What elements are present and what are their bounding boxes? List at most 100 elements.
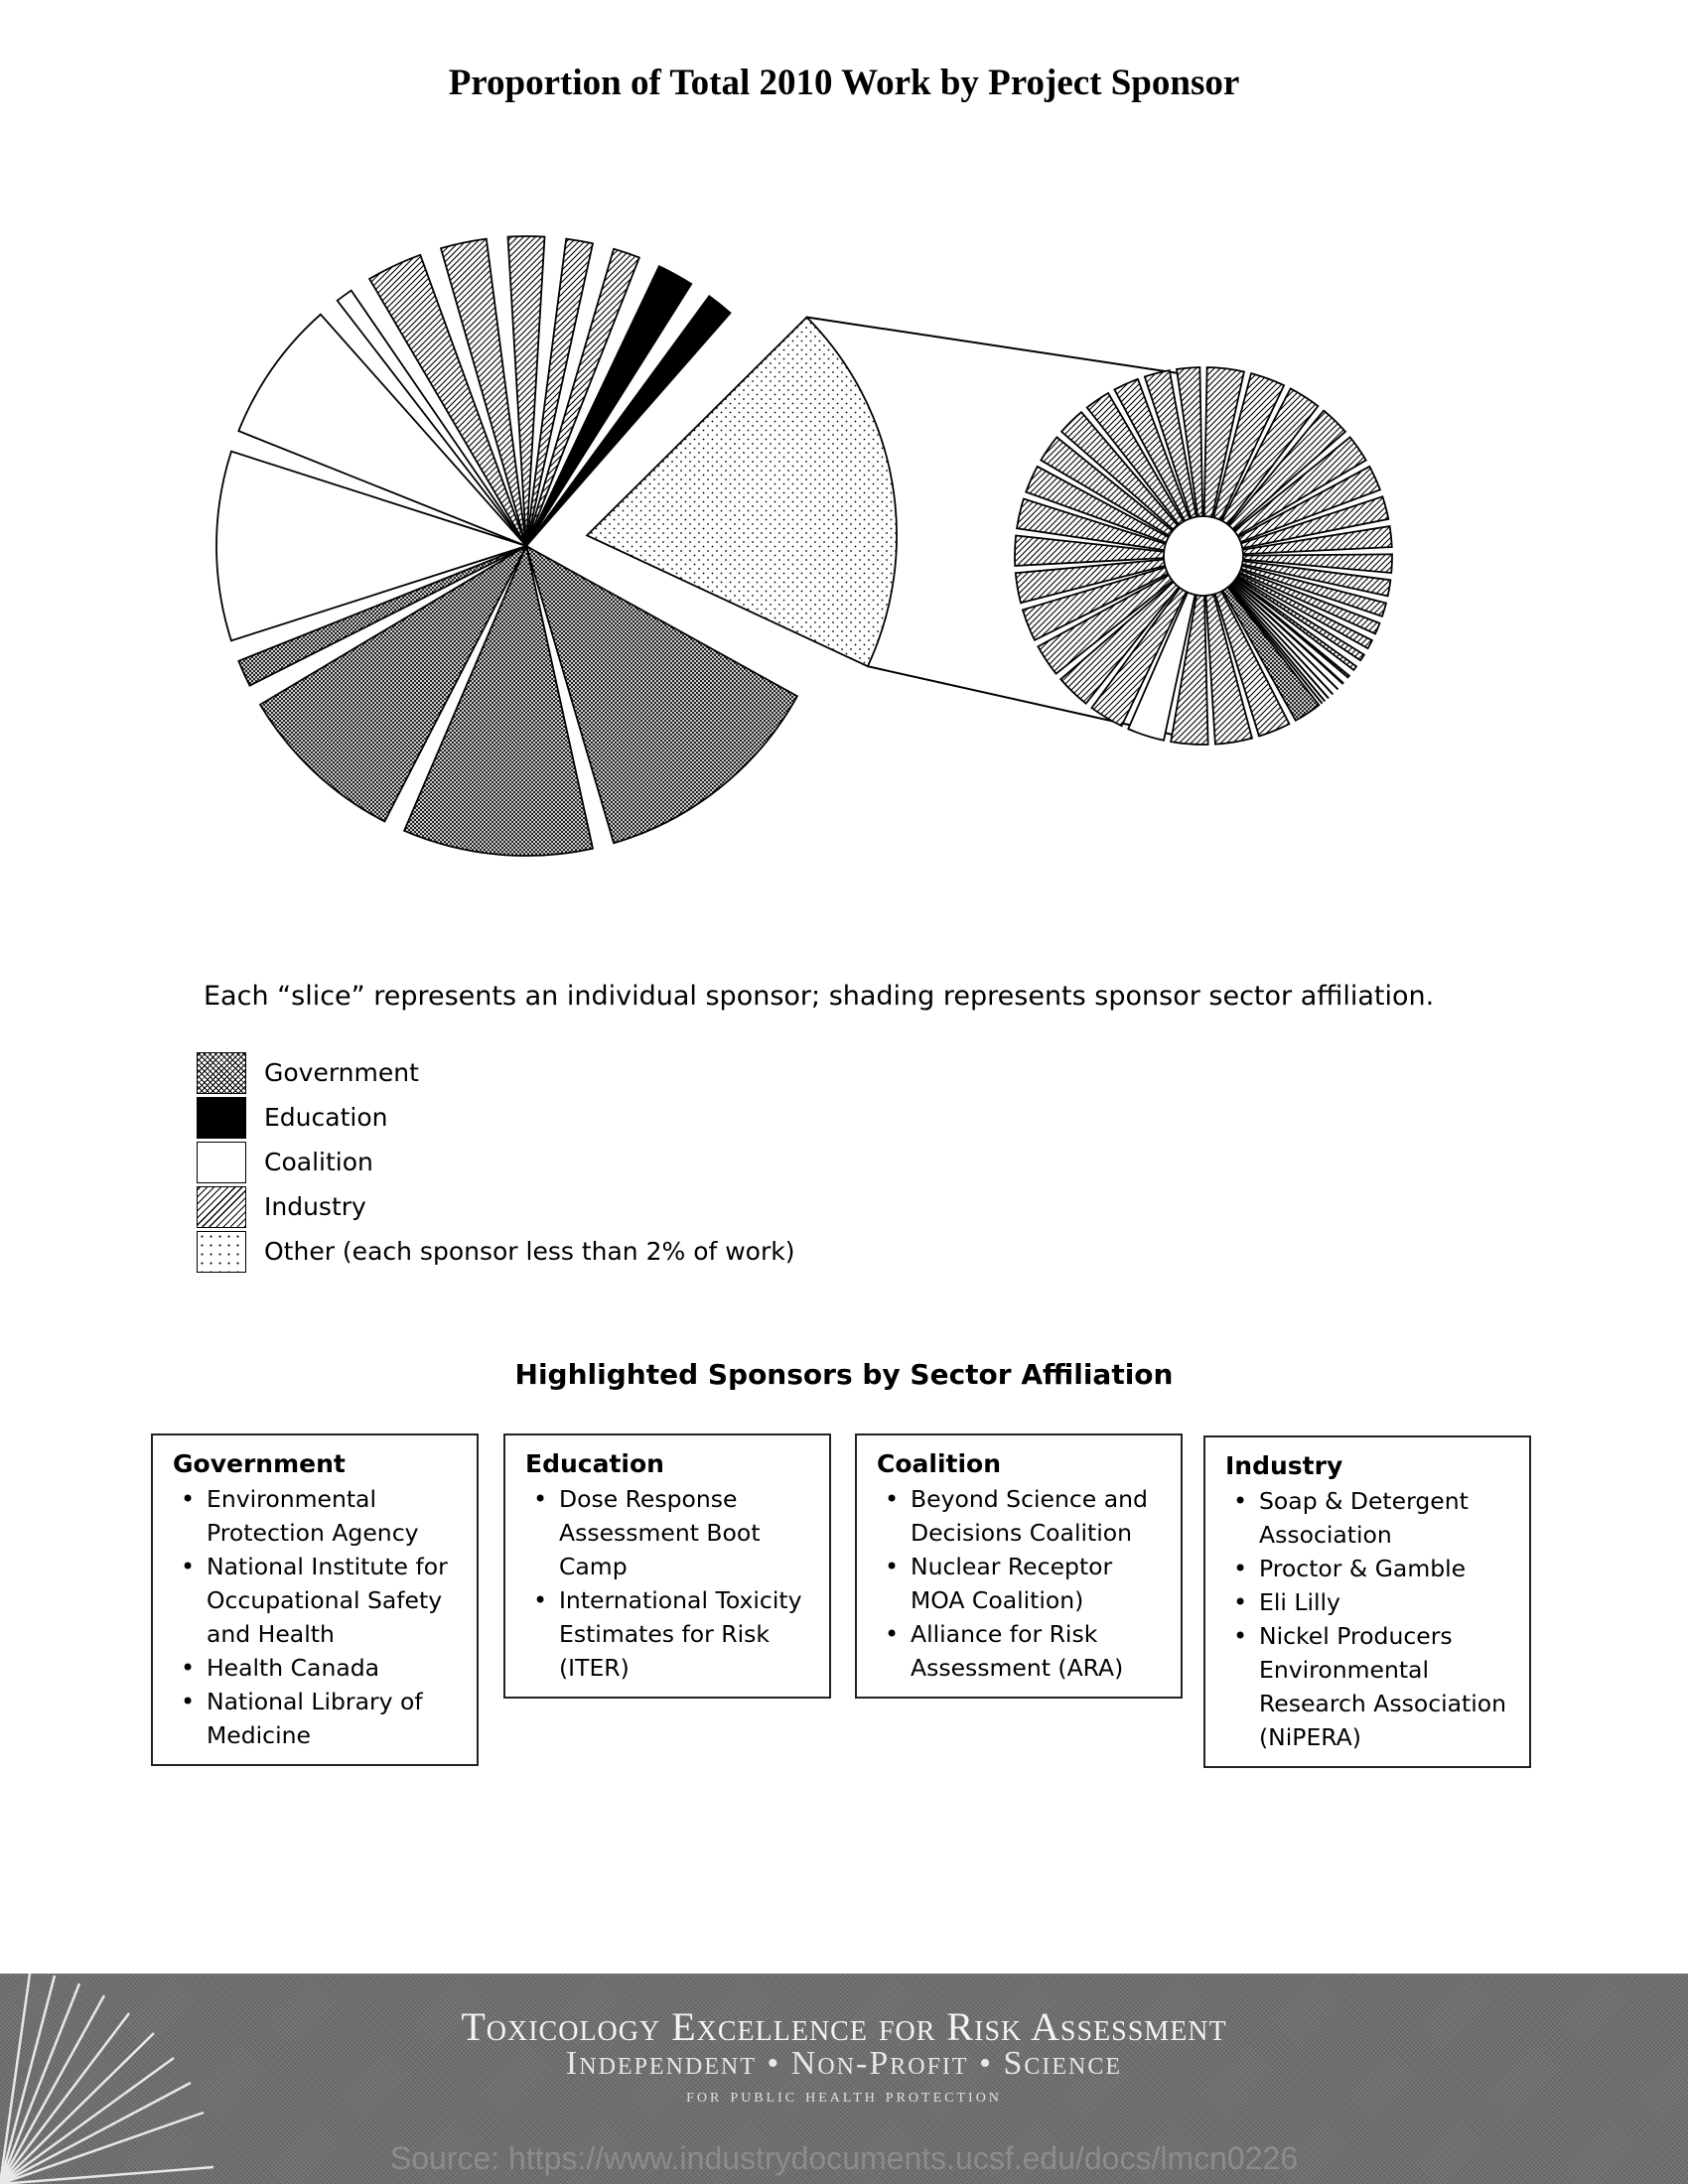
sector-item: Soap & Detergent Association [1233,1484,1513,1552]
other-pie-slice-industry [1212,372,1286,522]
other-pie-slice-industry [1059,410,1180,531]
other-pie-slice-industry [1040,436,1175,537]
other-pie-slice-coalition [1127,591,1196,742]
other-breakdown-pie [1014,366,1393,746]
sector-item: Alliance for Risk Assessment (ARA) [885,1617,1165,1685]
main-pie-slice-coalition [215,450,529,642]
other-pie-slice-industry [1058,580,1181,705]
legend-swatch-coalition [197,1142,246,1183]
other-pie-slice-industry [1228,583,1335,696]
sector-item: Dose Response Assessment Boot Camp [533,1482,813,1583]
sector-item: National Library of Medicine [181,1685,461,1752]
other-pie-slice-industry [1233,578,1358,672]
other-pie-slice-industry [1204,593,1254,746]
legend-label: Education [264,1103,388,1132]
other-pie-slice-industry [1025,465,1170,544]
sector-box-industry: Industry Soap & Detergent Association Pr… [1203,1435,1531,1768]
other-pie-slice-industry [1228,584,1330,700]
other-pie-slice-industry [1227,409,1347,531]
sector-item: Nuclear Receptor MOA Coalition) [885,1550,1165,1617]
other-pie-slice-industry [1014,558,1167,605]
other-pie-slice-industry [1232,436,1367,537]
footer-source: Source: https://www.industrydocuments.uc… [389,2140,1299,2176]
sector-box-coalition: Coalition Beyond Science and Decisions C… [855,1433,1183,1699]
sector-title: Government [173,1449,346,1478]
other-pie-slice-industry [1235,575,1366,662]
other-pie-slice-industry [1238,569,1381,635]
other-pie-slice-industry [1236,572,1374,650]
other-pie-slice-industry [1143,369,1197,520]
sector-title: Coalition [877,1449,1002,1478]
chart-caption: Each “slice” represents an individual sp… [204,981,1435,1012]
legend-label: Government [264,1058,419,1087]
sector-item: Beyond Science and Decisions Coalition [885,1482,1165,1550]
sunburst-rays-graphic [0,1974,214,2184]
other-pie-slice-government [1221,586,1321,722]
other-pie-slice-industry [1021,566,1170,642]
other-pie-slice-industry [1220,387,1320,526]
footer-subline: for public health protection [686,2085,1002,2107]
legend-swatch-other [197,1231,246,1273]
sector-box-government: Government Environmental Protection Agen… [151,1433,479,1766]
sector-list: Environmental Protection Agency National… [173,1482,461,1752]
legend-swatch-government [197,1052,246,1094]
other-pie-slice-industry [1239,495,1390,550]
main-pie-slice-industry [525,237,595,547]
main-pie-slice-industry [439,237,527,547]
main-pie-slice-education [525,264,693,547]
legend-label: Industry [264,1192,366,1221]
sector-item: National Institute for Occupational Safe… [181,1550,461,1651]
main-pie [215,235,898,857]
sector-item: Health Canada [181,1651,461,1685]
sector-item: International Toxicity Estimates for Ris… [533,1583,813,1685]
sector-title: Industry [1225,1451,1343,1480]
legend-swatch-industry [197,1186,246,1228]
main-pie-slice-industry [367,253,527,547]
other-pie-slice-industry [1085,391,1186,526]
main-pie-slice-coalition [336,289,527,547]
main-pie-slice-other [585,316,898,668]
main-pie-slice-industry [525,247,641,547]
main-pie-slice-government [402,543,595,857]
other-pie-slice-industry [1231,581,1344,685]
other-pie-slice-industry [1232,580,1351,679]
other-pie-slice-industry [1037,574,1175,675]
pie-chart [215,235,1393,857]
section-heading: Highlighted Sponsors by Sector Affiliati… [514,1358,1174,1391]
other-pie-slice-industry [1237,465,1382,544]
sector-title: Education [525,1449,664,1478]
legend-label: Coalition [264,1148,373,1176]
other-pie-slice-industry [1170,594,1209,746]
main-pie-slice-industry [506,235,546,547]
sector-list: Beyond Science and Decisions Coalition N… [877,1482,1165,1685]
main-pie-slice-coalition [237,313,527,547]
other-pie-slice-industry [1175,366,1204,518]
legend-label: Other (each sponsor less than 2% of work… [264,1237,795,1266]
other-pie-slice-industry [1230,582,1339,691]
sector-item: Environmental Protection Agency [181,1482,461,1550]
sector-item: Eli Lilly [1233,1585,1513,1619]
connector-line-top [806,316,1193,376]
sector-item: Nickel Producers Environmental Research … [1233,1619,1513,1754]
footer-banner: Toxicology Excellence for Risk Assessmen… [0,1974,1688,2184]
main-pie-slice-government [237,545,527,687]
other-pie-slice-industry [1241,553,1393,574]
other-pie-slice-industry [1014,534,1166,567]
footer-organization: Toxicology Excellence for Risk Assessmen… [461,2004,1227,2049]
other-pie-slice-industry [1090,586,1188,728]
main-pie-slice-education [525,294,732,547]
other-pie-slice-industry [1241,560,1392,598]
main-pie-slice-government [524,544,799,845]
legend-swatch-education [197,1097,246,1139]
other-pie-slice-industry [1016,497,1168,552]
sector-list: Dose Response Assessment Boot Camp Inter… [525,1482,813,1685]
other-pie-slice-industry [1239,564,1388,618]
other-pie-slice-industry [1113,377,1192,522]
sector-list: Soap & Detergent Association Proctor & G… [1225,1484,1513,1754]
main-pie-slice-government [258,543,529,823]
sector-box-education: Education Dose Response Assessment Boot … [503,1433,831,1699]
other-pie-slice-industry [1202,366,1246,519]
page-title: Proportion of Total 2010 Work by Project… [448,63,1240,103]
other-pie-slice-industry [1241,525,1393,556]
other-pie-slice-industry [1213,590,1291,738]
